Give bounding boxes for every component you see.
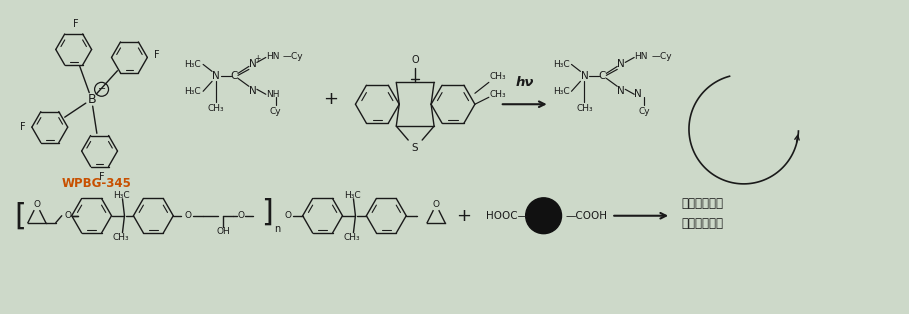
Text: CH₃: CH₃ [344,233,360,242]
Text: H₃C: H₃C [553,60,570,69]
Text: O: O [412,56,419,65]
Text: H₃C: H₃C [553,87,570,96]
Text: [: [ [14,201,25,230]
Text: —Cy: —Cy [283,52,304,61]
Text: CH₃: CH₃ [490,90,506,99]
Text: F: F [20,122,25,132]
Text: C: C [230,71,237,81]
Text: +: + [255,54,261,63]
Text: O: O [433,200,440,209]
Text: F: F [99,172,105,182]
Text: —Cy: —Cy [651,52,672,61]
Text: ネットワーク: ネットワーク [681,217,723,230]
Text: O: O [65,211,71,220]
Text: +: + [456,207,472,225]
Text: +: + [323,90,338,108]
Text: WPBG-345: WPBG-345 [62,177,132,190]
Text: O: O [34,200,40,209]
Text: N: N [581,71,588,81]
Text: N: N [617,59,625,69]
Text: F: F [73,19,78,29]
Text: −: − [97,84,105,94]
Text: CH₃: CH₃ [113,233,129,242]
Text: hν: hν [515,76,534,89]
Text: O: O [185,211,192,220]
Text: B: B [87,93,96,106]
Text: —COOH: —COOH [565,211,607,221]
Text: H₃C: H₃C [113,191,129,200]
Text: N: N [212,71,220,81]
Text: 架橋ポリマー: 架橋ポリマー [681,197,723,210]
Text: CH₃: CH₃ [490,72,506,81]
Text: CH₃: CH₃ [208,104,225,113]
Text: Cy: Cy [270,107,282,116]
Text: N: N [634,89,642,99]
Text: O: O [237,211,245,220]
Text: H₃C: H₃C [185,87,201,96]
Text: C: C [599,71,606,81]
Text: HN: HN [634,52,648,61]
Text: H₃C: H₃C [185,60,201,69]
Text: NH: NH [265,90,279,99]
Text: HN: HN [265,52,279,61]
Text: N: N [249,86,256,96]
Text: H₃C: H₃C [344,191,360,200]
Text: OH: OH [216,227,230,236]
Text: F: F [154,51,159,61]
Text: O: O [285,211,291,220]
Circle shape [525,198,562,234]
Text: S: S [412,143,418,153]
Text: HOOC—: HOOC— [486,211,528,221]
Text: N: N [617,86,625,96]
Text: ]: ] [261,197,273,226]
Text: CH₃: CH₃ [576,104,593,113]
Text: Cy: Cy [638,107,650,116]
Text: n: n [274,224,280,234]
Text: N: N [249,59,256,69]
